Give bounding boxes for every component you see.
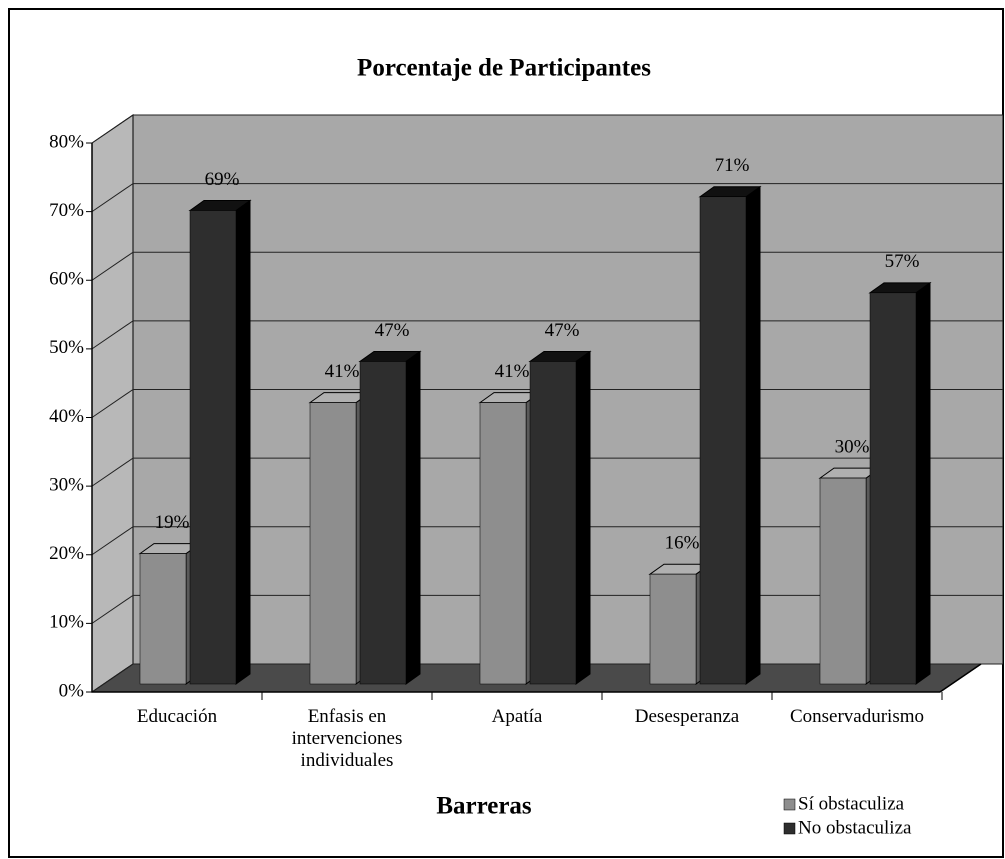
legend-swatch (783, 798, 796, 811)
bar (189, 210, 237, 685)
y-tick-label: 40% (49, 406, 84, 427)
bar (869, 292, 917, 685)
bar (649, 573, 697, 685)
chart-title: Porcentaje de Participantes (357, 55, 651, 82)
bar (139, 553, 187, 685)
value-label: 57% (885, 251, 920, 272)
y-tick-label: 30% (49, 474, 84, 495)
legend-swatch (783, 822, 796, 835)
value-label: 71% (715, 155, 750, 176)
bar-side (405, 350, 421, 685)
bar (699, 196, 747, 685)
value-label: 41% (325, 361, 360, 382)
y-tick-label: 0% (59, 680, 85, 701)
bar-side (235, 199, 251, 685)
x-tick-label: Enfasis en intervenciones individuales (291, 706, 403, 771)
value-label: 30% (835, 436, 870, 457)
x-tick-label: Desesperanza (634, 706, 740, 727)
value-label: 69% (205, 169, 240, 190)
y-tick-label: 80% (49, 131, 84, 152)
bar-side (745, 185, 761, 685)
x-tick-label: Conservadurismo (789, 706, 925, 727)
x-axis-depth (939, 663, 982, 693)
grid-line (91, 183, 1003, 213)
value-label: 16% (665, 533, 700, 554)
value-label: 47% (375, 320, 410, 341)
bar (479, 402, 527, 685)
bar (529, 361, 577, 685)
bar (309, 402, 357, 685)
y-tick-label: 60% (49, 269, 84, 290)
legend-label: Sí obstaculiza (798, 793, 905, 814)
x-tick-label: Apatía (491, 706, 543, 727)
value-label: 19% (155, 512, 190, 533)
y-tick-label: 10% (49, 612, 84, 633)
y-tick-label: 20% (49, 543, 84, 564)
x-tick-label: Educación (136, 706, 218, 727)
legend-label: No obstaculiza (798, 817, 912, 838)
bar (819, 477, 867, 685)
value-label: 47% (545, 320, 580, 341)
bar (359, 361, 407, 685)
bar-side (575, 350, 591, 685)
grid-line (91, 114, 1003, 144)
y-tick-label: 70% (49, 200, 84, 221)
value-label: 41% (495, 361, 530, 382)
y-tick-label: 50% (49, 337, 84, 358)
x-axis-label: Barreras (436, 793, 532, 820)
bar-side (915, 281, 931, 685)
